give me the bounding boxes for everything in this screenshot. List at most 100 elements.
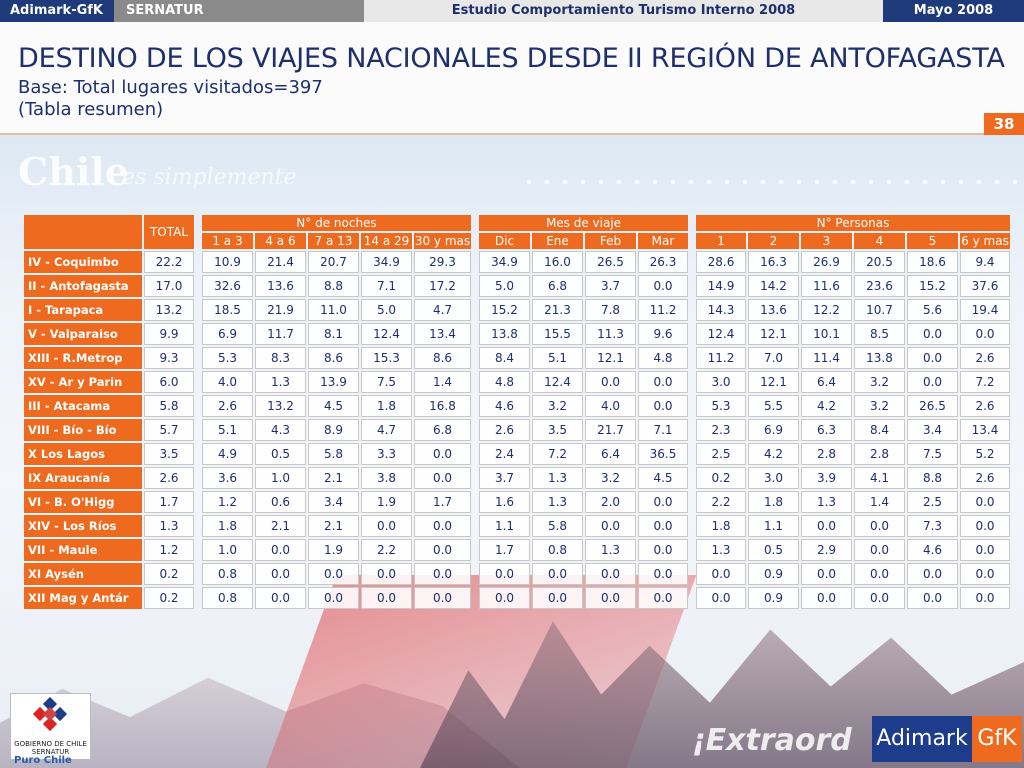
personas-cell: 0.0: [696, 563, 746, 585]
mes-cell: 0.0: [638, 371, 688, 393]
total-cell: 1.7: [144, 491, 194, 513]
personas-cell: 1.4: [854, 491, 905, 513]
personas-cell: 18.6: [907, 251, 958, 273]
noches-cell: 7.1: [361, 275, 412, 297]
personas-cell: 0.0: [801, 587, 852, 609]
mes-cell: 21.3: [532, 299, 583, 321]
mes-cell: 4.8: [638, 347, 688, 369]
personas-cell: 3.2: [854, 395, 905, 417]
puro-chile-text: Puro Chile: [14, 755, 72, 766]
personas-cell: 12.1: [748, 371, 799, 393]
mes-cell: 0.0: [638, 563, 688, 585]
page-title: DESTINO DE LOS VIAJES NACIONALES DESDE I…: [18, 43, 1005, 74]
noches-cell: 4.3: [255, 419, 306, 441]
mes-group-header: Mes de viaje: [479, 215, 688, 231]
noches-cell: 34.9: [361, 251, 412, 273]
personas-col-header: 5: [907, 233, 958, 249]
personas-cell: 0.0: [907, 347, 958, 369]
personas-cell: 15.2: [907, 275, 958, 297]
personas-cell: 14.3: [696, 299, 746, 321]
total-cell: 0.2: [144, 587, 194, 609]
noches-cell: 13.9: [308, 371, 359, 393]
personas-col-header: 6 y mas: [960, 233, 1010, 249]
personas-cell: 26.9: [801, 251, 852, 273]
mes-cell: 13.8: [479, 323, 530, 345]
mes-cell: 0.0: [479, 563, 530, 585]
mes-cell: 0.0: [638, 275, 688, 297]
mes-cell: 4.6: [479, 395, 530, 417]
personas-cell: 2.2: [696, 491, 746, 513]
personas-cell: 11.4: [801, 347, 852, 369]
personas-cell: 1.8: [696, 515, 746, 537]
mes-cell: 3.2: [585, 467, 636, 489]
noches-cell: 5.0: [361, 299, 412, 321]
personas-cell: 0.9: [748, 587, 799, 609]
row-label: XII Mag y Antár: [24, 587, 142, 609]
noches-cell: 1.9: [361, 491, 412, 513]
personas-cell: 2.9: [801, 539, 852, 561]
table-row: IX Araucanía 2.6 3.6 1.0 2.1 3.8 0.0 3.7 1.3 3.2 4…: [24, 467, 1010, 489]
background-chile-text: Chile: [18, 149, 129, 194]
top-bar: Adimark-GfK SERNATUR Estudio Comportamie…: [0, 0, 1024, 22]
personas-cell: 0.5: [748, 539, 799, 561]
noches-cell: 18.5: [202, 299, 253, 321]
personas-cell: 3.4: [907, 419, 958, 441]
noches-cell: 8.3: [255, 347, 306, 369]
table-row: II - Antofagasta 17.0 32.6 13.6 8.8 7.1 17.2 5.…: [24, 275, 1010, 297]
noches-cell: 11.7: [255, 323, 306, 345]
row-label: VIII - Bío - Bío: [24, 419, 142, 441]
personas-cell: 11.2: [696, 347, 746, 369]
table-row: XV - Ar y Parin 6.0 4.0 1.3 13.9 7.5 1.4 4.8 12.…: [24, 371, 1010, 393]
noches-cell: 13.6: [255, 275, 306, 297]
noches-cell: 1.8: [202, 515, 253, 537]
mes-cell: 7.8: [585, 299, 636, 321]
noches-cell: 5.8: [308, 443, 359, 465]
adimark-logo-text: Adimark: [872, 716, 972, 762]
mes-cell: 0.0: [638, 515, 688, 537]
mes-cell: 4.0: [585, 395, 636, 417]
noches-cell: 5.1: [202, 419, 253, 441]
noches-cell: 0.5: [255, 443, 306, 465]
personas-cell: 0.9: [748, 563, 799, 585]
noches-cell: 1.9: [308, 539, 359, 561]
mes-cell: 2.4: [479, 443, 530, 465]
mes-cell: 0.0: [638, 539, 688, 561]
noches-cell: 21.4: [255, 251, 306, 273]
personas-cell: 9.4: [960, 251, 1010, 273]
total-cell: 9.9: [144, 323, 194, 345]
noches-cell: 11.0: [308, 299, 359, 321]
personas-cell: 7.0: [748, 347, 799, 369]
personas-cell: 14.9: [696, 275, 746, 297]
personas-cell: 0.0: [960, 491, 1010, 513]
noches-cell: 21.9: [255, 299, 306, 321]
noches-cell: 4.9: [202, 443, 253, 465]
mes-cell: 0.0: [532, 587, 583, 609]
mes-cell: 1.3: [585, 539, 636, 561]
background-tagline: es simplemente: [122, 165, 297, 190]
noches-cell: 0.0: [361, 587, 412, 609]
noches-cell: 4.0: [202, 371, 253, 393]
total-cell: 1.2: [144, 539, 194, 561]
noches-cell: 1.2: [202, 491, 253, 513]
mes-cell: 0.0: [585, 371, 636, 393]
personas-cell: 0.0: [801, 563, 852, 585]
personas-cell: 10.1: [801, 323, 852, 345]
mes-col-header: Ene: [532, 233, 583, 249]
table-row: VI - B. O'Higg 1.7 1.2 0.6 3.4 1.9 1.7 1.6 1.3 2.…: [24, 491, 1010, 513]
study-label: Estudio Comportamiento Turismo Interno 2…: [364, 0, 883, 22]
row-label: X Los Lagos: [24, 443, 142, 465]
noches-cell: 2.1: [308, 515, 359, 537]
noches-cell: 0.0: [414, 467, 471, 489]
personas-cell: 28.6: [696, 251, 746, 273]
mes-cell: 0.0: [638, 491, 688, 513]
personas-cell: 2.5: [696, 443, 746, 465]
personas-cell: 0.0: [907, 563, 958, 585]
total-cell: 6.0: [144, 371, 194, 393]
personas-cell: 0.0: [960, 515, 1010, 537]
noches-cell: 17.2: [414, 275, 471, 297]
personas-cell: 4.2: [748, 443, 799, 465]
noches-col-header: 4 a 6: [255, 233, 306, 249]
personas-cell: 10.7: [854, 299, 905, 321]
mes-cell: 2.6: [479, 419, 530, 441]
row-label: IV - Coquimbo: [24, 251, 142, 273]
